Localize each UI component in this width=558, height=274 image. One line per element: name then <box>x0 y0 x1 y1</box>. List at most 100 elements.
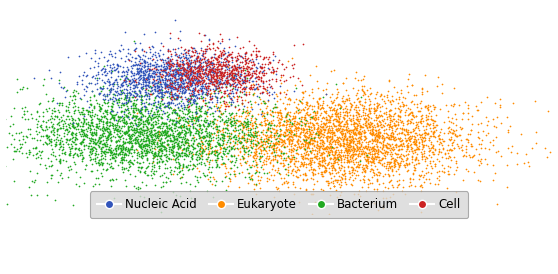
Point <box>373 135 382 139</box>
Point <box>372 154 381 159</box>
Point <box>189 100 198 104</box>
Point <box>145 97 153 101</box>
Point <box>411 114 420 118</box>
Point <box>156 47 165 52</box>
Point <box>191 49 200 54</box>
Point <box>148 103 157 107</box>
Point <box>391 157 400 161</box>
Point <box>139 79 148 84</box>
Point <box>84 109 93 113</box>
Point <box>233 118 242 123</box>
Point <box>376 120 385 124</box>
Point <box>416 183 425 187</box>
Point <box>222 123 231 127</box>
Point <box>367 132 376 136</box>
Point <box>204 36 213 41</box>
Point <box>186 101 195 105</box>
Point <box>92 147 101 152</box>
Point <box>294 138 302 142</box>
Point <box>133 117 142 121</box>
Point <box>213 140 222 144</box>
Point <box>124 96 133 101</box>
Point <box>222 84 231 89</box>
Point <box>42 123 51 128</box>
Point <box>157 115 166 119</box>
Point <box>410 168 418 172</box>
Point <box>248 138 257 142</box>
Point <box>369 170 378 174</box>
Point <box>123 129 132 133</box>
Point <box>165 122 174 127</box>
Point <box>319 147 328 151</box>
Point <box>203 47 211 51</box>
Point <box>384 125 393 129</box>
Point <box>314 102 323 106</box>
Point <box>387 132 396 137</box>
Point <box>46 164 55 168</box>
Point <box>165 165 174 169</box>
Point <box>176 162 185 167</box>
Point <box>398 102 407 106</box>
Point <box>238 80 247 84</box>
Point <box>214 70 223 75</box>
Point <box>211 87 220 91</box>
Point <box>89 74 98 79</box>
Point <box>243 132 252 136</box>
Point <box>223 93 232 98</box>
Point <box>162 95 171 99</box>
Point <box>198 142 207 146</box>
Point <box>69 155 78 159</box>
Point <box>137 141 146 145</box>
Point <box>254 84 263 89</box>
Point <box>179 54 187 58</box>
Point <box>420 130 429 135</box>
Point <box>161 89 170 94</box>
Point <box>426 117 435 121</box>
Point <box>93 113 102 118</box>
Point <box>143 119 152 124</box>
Point <box>124 110 133 115</box>
Point <box>148 101 157 105</box>
Point <box>271 130 280 134</box>
Point <box>249 159 258 163</box>
Point <box>397 143 406 148</box>
Point <box>264 55 273 59</box>
Point <box>189 76 198 81</box>
Point <box>109 155 118 160</box>
Point <box>418 142 427 147</box>
Point <box>375 132 384 137</box>
Point <box>209 120 218 124</box>
Point <box>164 93 173 98</box>
Point <box>446 136 455 141</box>
Point <box>382 112 391 116</box>
Point <box>124 125 133 129</box>
Point <box>86 119 95 124</box>
Point <box>263 139 272 144</box>
Point <box>151 81 160 85</box>
Point <box>372 101 381 105</box>
Point <box>301 147 310 152</box>
Point <box>196 88 205 93</box>
Point <box>140 60 148 64</box>
Point <box>402 142 411 147</box>
Point <box>352 156 360 160</box>
Point <box>336 112 345 116</box>
Point <box>373 144 382 149</box>
Point <box>203 69 212 73</box>
Point <box>338 176 347 180</box>
Point <box>184 107 193 111</box>
Point <box>463 169 472 173</box>
Point <box>123 140 132 144</box>
Point <box>123 77 132 81</box>
Point <box>189 118 198 122</box>
Point <box>129 94 138 99</box>
Point <box>224 61 233 66</box>
Point <box>102 109 111 113</box>
Point <box>296 110 305 114</box>
Point <box>110 118 119 122</box>
Point <box>187 76 196 80</box>
Point <box>262 111 271 115</box>
Point <box>170 72 179 77</box>
Point <box>203 57 212 62</box>
Point <box>247 123 256 127</box>
